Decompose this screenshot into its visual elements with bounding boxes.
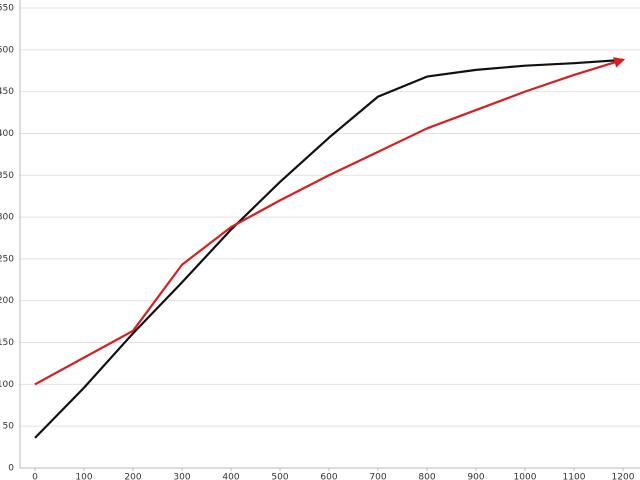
x-tick-label: 400 bbox=[222, 473, 239, 480]
y-tick-label: 250 bbox=[0, 254, 14, 264]
x-tick-label: 900 bbox=[467, 473, 484, 480]
y-tick-label: 100 bbox=[0, 380, 14, 390]
x-tick-label: 300 bbox=[173, 473, 190, 480]
y-tick-label: 450 bbox=[0, 87, 14, 97]
x-tick-label: 100 bbox=[75, 473, 92, 480]
y-tick-label: 500 bbox=[0, 45, 14, 55]
x-tick-label: 0 bbox=[32, 473, 38, 480]
y-tick-label: 200 bbox=[0, 296, 14, 306]
series-line bbox=[34, 58, 624, 439]
x-tick-label: 200 bbox=[124, 473, 141, 480]
y-tick-label: 50 bbox=[3, 422, 15, 432]
series-line bbox=[34, 57, 626, 386]
y-tick-label: 150 bbox=[0, 338, 14, 348]
x-tick-label: 1200 bbox=[612, 473, 635, 480]
y-tick-label: 550 bbox=[0, 4, 14, 14]
x-tick-label: 1000 bbox=[514, 473, 537, 480]
x-tick-label: 800 bbox=[418, 473, 435, 480]
x-tick-label: 600 bbox=[320, 473, 337, 480]
y-tick-label: 0 bbox=[8, 464, 14, 474]
y-tick-label: 400 bbox=[0, 129, 14, 139]
x-tick-label: 500 bbox=[271, 473, 288, 480]
y-tick-label: 300 bbox=[0, 213, 14, 223]
y-tick-label: 350 bbox=[0, 171, 14, 181]
x-tick-label: 700 bbox=[369, 473, 386, 480]
x-tick-label: 1100 bbox=[563, 473, 586, 480]
